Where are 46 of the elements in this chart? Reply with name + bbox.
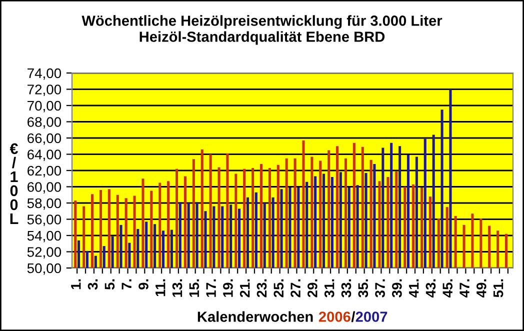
x-tick-label: 33. [341, 279, 352, 298]
x-tick-label: 35. [358, 279, 368, 298]
x-tick-label: 27. [290, 279, 300, 298]
y-tick-label: 62,00 [28, 166, 62, 178]
chart-title: Wöchentliche Heizölpreisentwicklung für 3.000 Liter [82, 15, 442, 29]
x-tick-label: 15. [189, 279, 200, 297]
x-tick-label: 45. [442, 279, 453, 298]
chart-subtitle: Heizöl-Standardqualität Ebene BRD [140, 31, 385, 45]
x-tick-label: 5. [104, 279, 115, 290]
y-axis-title: €/100L [10, 143, 18, 224]
x-tick-label: 9. [138, 279, 148, 290]
x-tick-label: 47. [460, 279, 470, 298]
x-tick-label: 37. [375, 279, 385, 298]
x-tick-label: 23. [256, 279, 267, 298]
x-tick-label: 19. [223, 279, 233, 297]
x-tick-label: 17. [206, 279, 216, 297]
x-tick-label: 11. [156, 279, 166, 296]
text: / [351, 311, 356, 322]
x-tick-label: 25. [274, 279, 284, 298]
y-tick-label: 58,00 [27, 198, 62, 210]
x-tick-label: 31. [324, 279, 334, 298]
y-tick-label: 70,00 [28, 100, 62, 112]
x-tick-label: 3. [88, 279, 98, 290]
y-tick-label: 64,00 [28, 150, 62, 162]
text: 2006 [318, 312, 350, 322]
x-tick-label: 1. [71, 279, 81, 290]
x-tick-label: 39. [392, 279, 402, 298]
x-axis-title: Kalenderwochen [198, 311, 313, 322]
x-tick-label: 21. [240, 279, 250, 298]
x-tick-label: 51. [494, 279, 504, 298]
x-tick-label: 13. [172, 279, 182, 297]
y-tick-label: 66,00 [28, 133, 62, 145]
y-tick-label: 60,00 [28, 182, 62, 194]
x-tick-label: 41. [409, 279, 419, 298]
y-tick-label: 54,00 [27, 230, 62, 242]
text: 2007 [356, 312, 388, 322]
y-tick-label: 68,00 [28, 117, 62, 129]
x-tick-label: 49. [476, 279, 486, 298]
y-tick-label: 72,00 [28, 84, 62, 96]
y-tick-label: 50,00 [27, 263, 62, 275]
y-tick-label: 52,00 [27, 247, 62, 259]
x-tick-label: 43. [426, 279, 436, 298]
x-tick-label: 29. [308, 279, 318, 298]
y-tick-label: 74,00 [28, 68, 62, 80]
x-tick-label: 7. [122, 279, 132, 290]
y-tick-label: 56,00 [27, 214, 62, 226]
